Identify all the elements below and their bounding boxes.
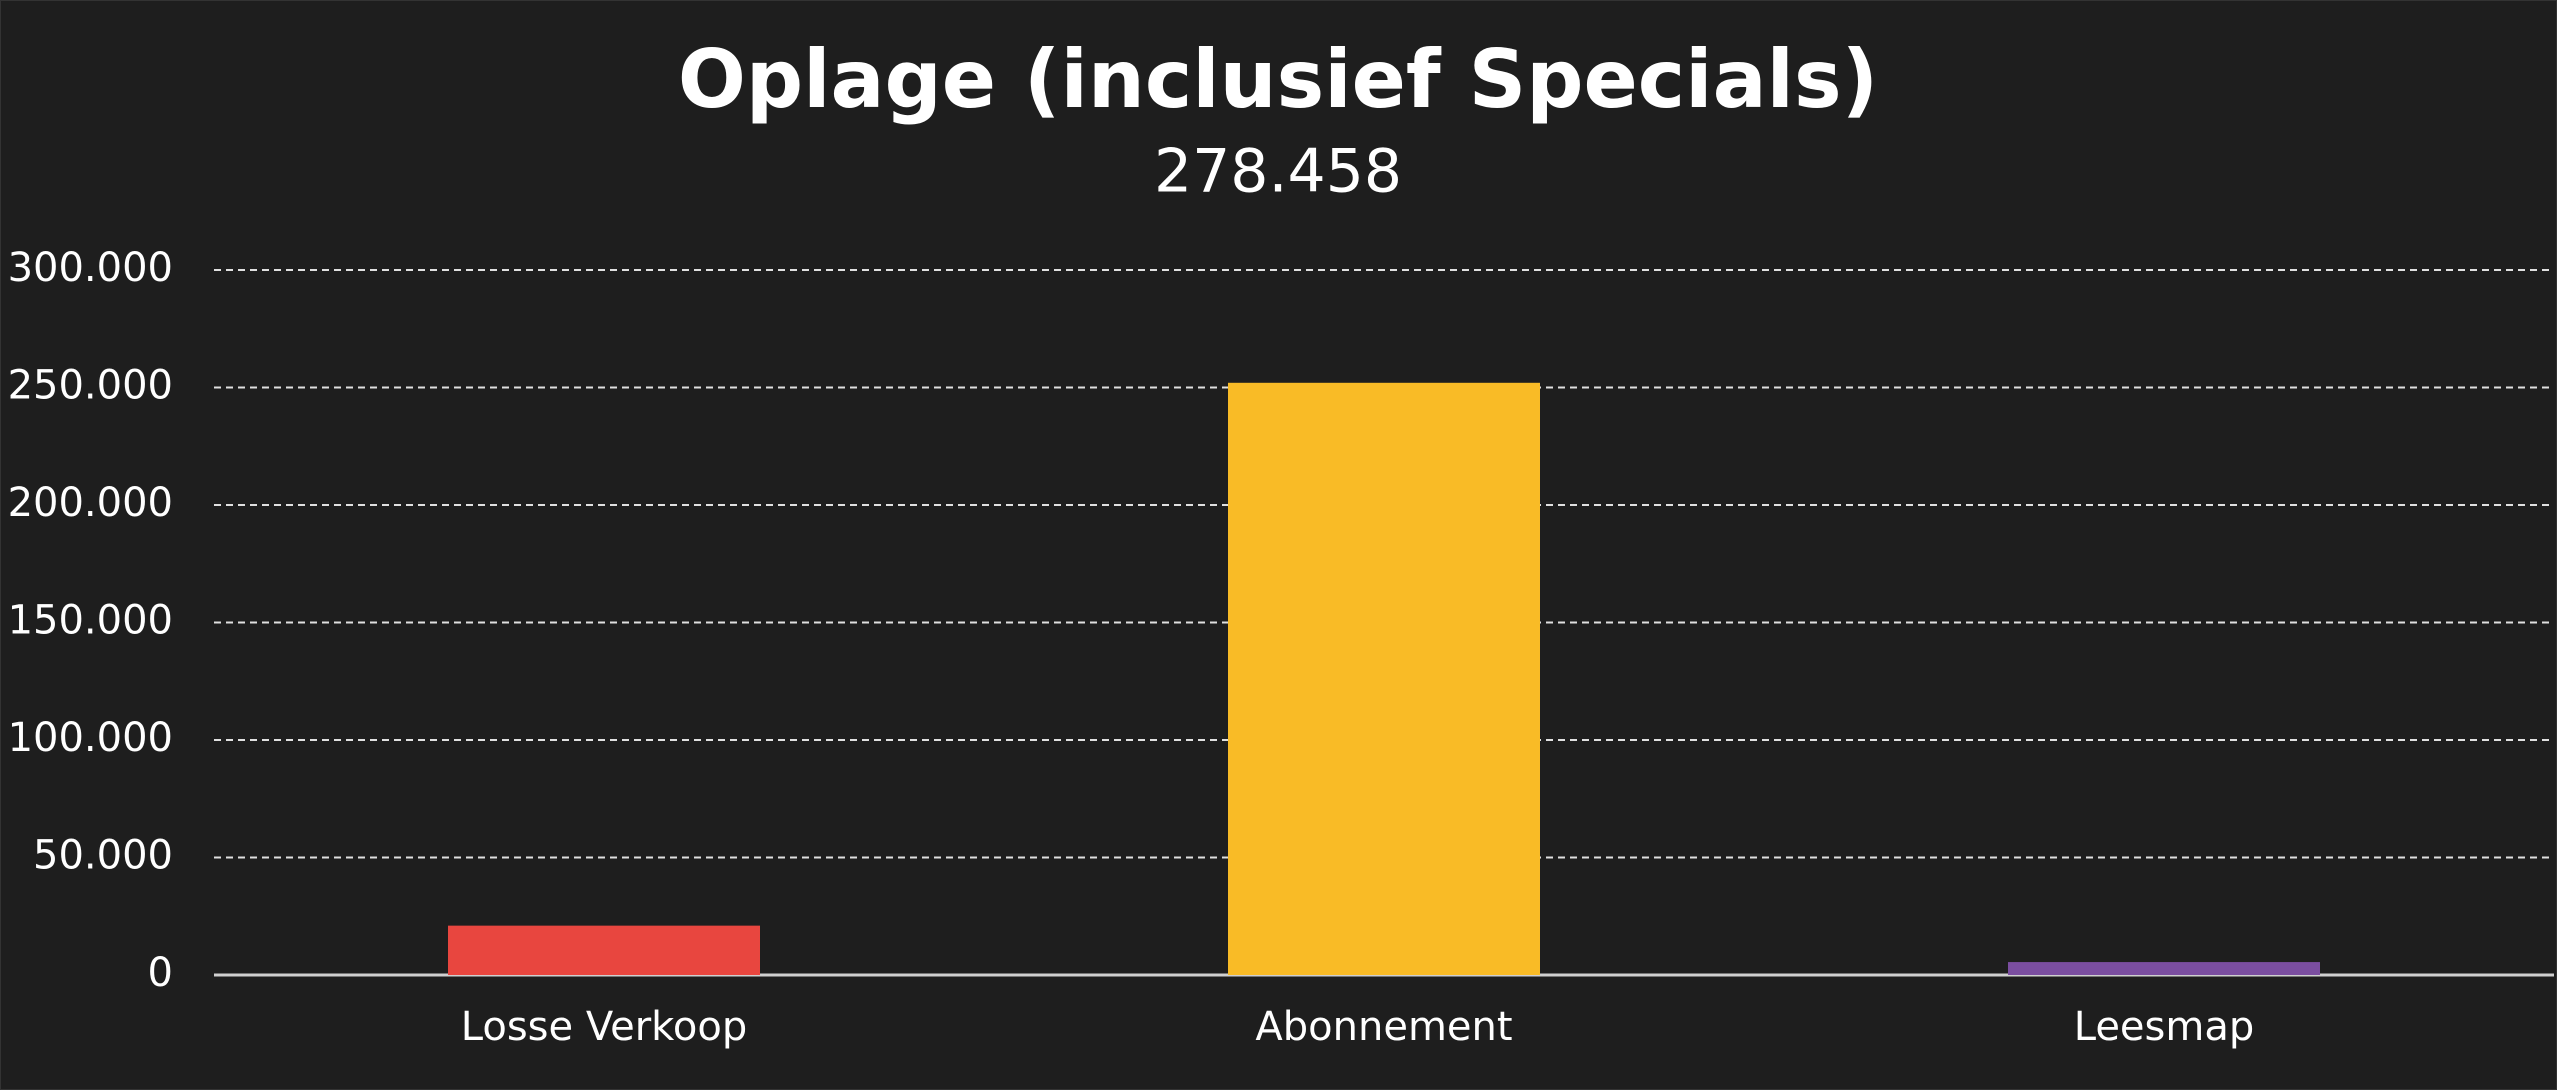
y-tick-label: 150.000	[8, 598, 173, 644]
y-tick-label: 50.000	[33, 833, 173, 879]
y-tick-label: 100.000	[8, 715, 173, 761]
bar	[2008, 962, 2320, 975]
y-tick-label: 200.000	[8, 480, 173, 526]
y-tick-label: 300.000	[8, 245, 173, 291]
chart-title: Oplage (inclusief Specials)	[678, 33, 1878, 126]
y-tick-label: 0	[148, 950, 173, 996]
bar	[448, 925, 760, 975]
y-tick-label: 250.000	[8, 363, 173, 409]
x-tick-label: Leesmap	[2074, 1004, 2255, 1050]
chart-subtitle: 278.458	[1154, 137, 1402, 207]
x-tick-label: Abonnement	[1255, 1004, 1512, 1050]
x-tick-label: Losse Verkoop	[461, 1004, 747, 1050]
bar	[1228, 382, 1540, 975]
